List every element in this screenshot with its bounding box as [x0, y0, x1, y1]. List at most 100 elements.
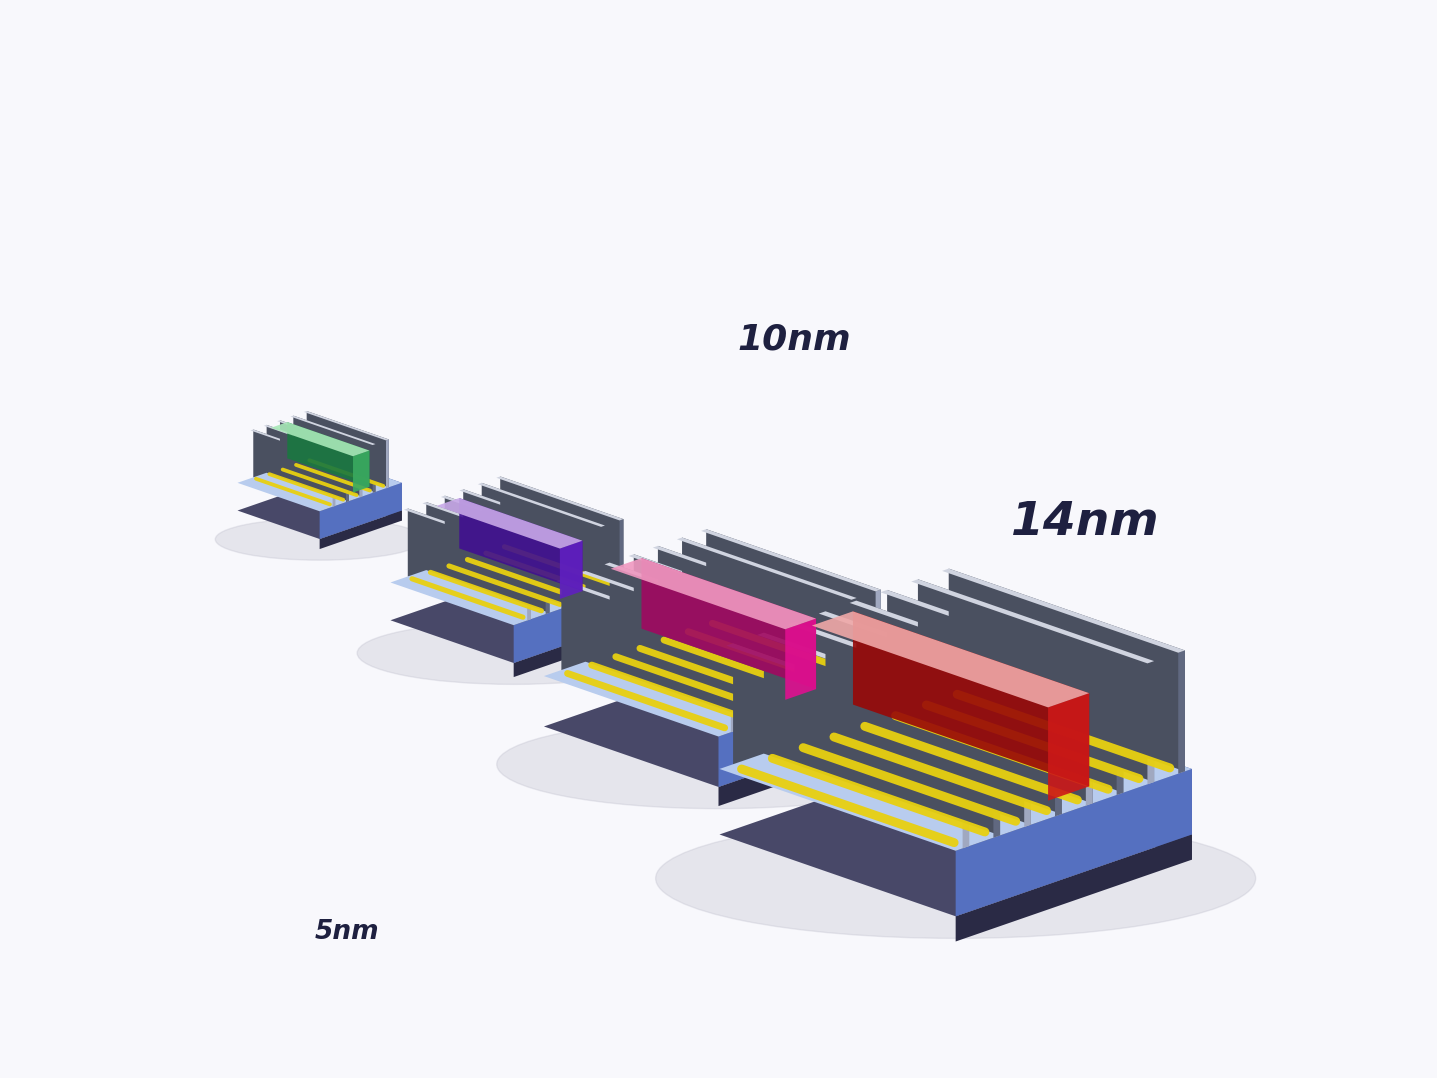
Polygon shape — [720, 687, 1191, 851]
Polygon shape — [887, 590, 1124, 792]
Polygon shape — [1117, 672, 1124, 794]
Polygon shape — [391, 540, 637, 625]
Polygon shape — [611, 558, 816, 630]
Polygon shape — [500, 476, 624, 588]
Polygon shape — [582, 531, 586, 602]
Polygon shape — [787, 622, 1030, 706]
Polygon shape — [652, 545, 832, 608]
Polygon shape — [918, 579, 1154, 782]
Polygon shape — [764, 633, 1000, 835]
Polygon shape — [825, 611, 1062, 814]
Polygon shape — [943, 568, 1186, 652]
Polygon shape — [605, 563, 785, 625]
Polygon shape — [852, 598, 856, 691]
Polygon shape — [290, 416, 375, 445]
Polygon shape — [277, 420, 362, 450]
Polygon shape — [319, 511, 402, 549]
Polygon shape — [437, 498, 582, 549]
Polygon shape — [527, 551, 532, 621]
Polygon shape — [677, 538, 856, 599]
Polygon shape — [683, 538, 856, 689]
Polygon shape — [237, 482, 402, 539]
Polygon shape — [303, 411, 389, 441]
Polygon shape — [253, 429, 335, 506]
Polygon shape — [513, 582, 637, 663]
Ellipse shape — [497, 720, 940, 808]
Polygon shape — [427, 502, 549, 612]
Polygon shape — [706, 529, 881, 680]
Polygon shape — [280, 420, 362, 497]
Polygon shape — [1178, 650, 1186, 774]
Polygon shape — [545, 616, 892, 736]
Ellipse shape — [655, 818, 1256, 938]
Polygon shape — [267, 425, 349, 501]
Polygon shape — [481, 483, 605, 594]
Polygon shape — [479, 483, 605, 527]
Polygon shape — [460, 489, 586, 534]
Polygon shape — [828, 606, 832, 699]
Polygon shape — [270, 423, 369, 456]
Polygon shape — [720, 752, 1191, 916]
Polygon shape — [463, 489, 586, 600]
Polygon shape — [718, 666, 892, 746]
Polygon shape — [1048, 693, 1089, 801]
Polygon shape — [460, 498, 582, 591]
Polygon shape — [546, 544, 549, 614]
Polygon shape — [854, 611, 1089, 786]
Polygon shape — [733, 644, 970, 846]
Polygon shape — [422, 502, 549, 547]
Polygon shape — [731, 639, 736, 732]
Polygon shape — [641, 558, 816, 689]
Polygon shape — [956, 834, 1191, 941]
Polygon shape — [562, 579, 736, 731]
Polygon shape — [404, 509, 532, 552]
Polygon shape — [560, 541, 582, 599]
Polygon shape — [619, 520, 624, 589]
Polygon shape — [354, 451, 369, 493]
Polygon shape — [875, 590, 881, 682]
Polygon shape — [956, 769, 1191, 916]
Polygon shape — [346, 454, 349, 502]
Polygon shape — [319, 482, 402, 521]
Polygon shape — [391, 578, 637, 663]
Polygon shape — [812, 611, 1089, 707]
Text: 7nm: 7nm — [519, 514, 593, 542]
Polygon shape — [581, 571, 760, 633]
Text: 5nm: 5nm — [315, 920, 379, 945]
Polygon shape — [513, 540, 637, 620]
Polygon shape — [237, 454, 402, 511]
Polygon shape — [264, 425, 349, 454]
Polygon shape — [956, 687, 1191, 834]
Polygon shape — [658, 545, 832, 697]
Polygon shape — [513, 578, 637, 634]
Polygon shape — [819, 611, 1062, 695]
Polygon shape — [545, 666, 892, 787]
Polygon shape — [795, 622, 1030, 825]
Polygon shape — [1055, 693, 1062, 816]
Ellipse shape — [358, 622, 670, 685]
Polygon shape — [634, 554, 809, 705]
Polygon shape — [993, 715, 1000, 838]
Ellipse shape — [216, 519, 424, 561]
Polygon shape — [948, 568, 1186, 772]
Polygon shape — [856, 600, 1092, 803]
Polygon shape — [287, 423, 369, 487]
Polygon shape — [565, 538, 568, 608]
Polygon shape — [757, 633, 1000, 717]
Polygon shape — [359, 448, 362, 498]
Polygon shape — [250, 429, 335, 459]
Polygon shape — [332, 458, 335, 507]
Polygon shape — [718, 676, 892, 787]
Polygon shape — [513, 620, 637, 677]
Polygon shape — [718, 616, 892, 727]
Polygon shape — [293, 416, 375, 492]
Polygon shape — [609, 563, 785, 714]
Polygon shape — [956, 752, 1191, 859]
Text: 14nm: 14nm — [1010, 500, 1160, 545]
Polygon shape — [628, 554, 809, 617]
Polygon shape — [803, 614, 809, 707]
Polygon shape — [372, 444, 375, 493]
Polygon shape — [319, 483, 402, 539]
Polygon shape — [556, 579, 736, 641]
Polygon shape — [1086, 682, 1092, 805]
